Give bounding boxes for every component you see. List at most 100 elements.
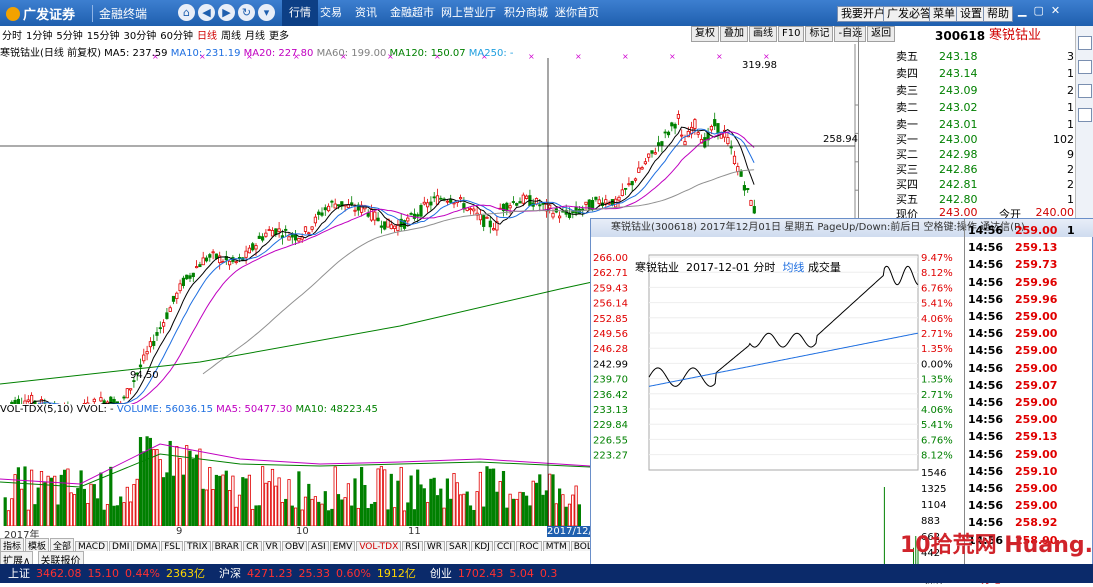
close-icon[interactable]: ✕: [1050, 4, 1061, 17]
bid-row[interactable]: 买二 242.98 9: [859, 146, 1074, 163]
minute-chart[interactable]: 266.00 9.47% 262.71 8.12% 259.43 6.76% 256.14 5…: [591, 237, 964, 584]
indicator-4[interactable]: DMI: [109, 541, 133, 551]
indicator-3[interactable]: MACD: [75, 541, 109, 551]
indicator-12[interactable]: ASI: [308, 541, 329, 551]
candle-body: [277, 228, 281, 232]
toolbar-button-4[interactable]: 标记: [805, 26, 834, 42]
indicator-16[interactable]: WR: [423, 541, 446, 551]
indicator-21[interactable]: MTM: [542, 541, 570, 551]
side-tool-icon[interactable]: [1078, 108, 1092, 122]
indicator-22[interactable]: BOLL: [570, 541, 590, 551]
menu-button[interactable]: 菜单: [929, 6, 959, 22]
volume-bar: [445, 478, 450, 527]
volume-bar: [498, 481, 502, 527]
minimize-icon[interactable]: ▁: [1018, 4, 1027, 17]
side-tool-icon[interactable]: [1078, 60, 1092, 74]
toolbar-button-0[interactable]: 复权: [691, 26, 719, 42]
indicator-9[interactable]: CR: [243, 541, 262, 551]
period-2[interactable]: 5分钟: [56, 31, 83, 42]
indicator-15[interactable]: RSI: [402, 541, 423, 551]
candle-body: [729, 146, 733, 149]
period-4[interactable]: 30分钟: [123, 31, 157, 42]
indicator-5[interactable]: DMA: [133, 541, 161, 551]
ask-row[interactable]: 卖四 243.14 1: [859, 65, 1074, 82]
ask-price: 243.01: [939, 118, 978, 131]
tab-jinrong[interactable]: 金融超市: [390, 6, 434, 19]
maximize-icon[interactable]: ▢: [1033, 4, 1044, 17]
toolbar-button-1[interactable]: 叠加: [720, 26, 748, 42]
toolbar-button-6[interactable]: 返回: [867, 26, 896, 42]
indicator-0[interactable]: 指标: [0, 538, 25, 551]
candle-body: [633, 178, 638, 181]
period-9[interactable]: 更多: [268, 31, 289, 42]
minute-price-label: 252.85: [593, 314, 628, 325]
side-tool-icon[interactable]: [1078, 84, 1092, 98]
indicator-7[interactable]: TRIX: [184, 541, 211, 551]
tab-mini[interactable]: 迷你首页: [555, 6, 599, 19]
indicator-10[interactable]: VR: [262, 541, 282, 551]
back-icon[interactable]: ◀: [198, 4, 215, 21]
period-1[interactable]: 1分钟: [26, 31, 53, 42]
indicator-11[interactable]: OBV: [282, 541, 308, 551]
indicator-2[interactable]: 全部: [50, 538, 75, 551]
volume-chart[interactable]: [0, 404, 591, 527]
period-0[interactable]: 分时: [2, 31, 22, 42]
volume-bar: [99, 472, 103, 527]
ask-row[interactable]: 卖二 243.02 1: [859, 99, 1074, 116]
tick-time: 14:56: [968, 361, 1004, 375]
period-5[interactable]: 60分钟: [160, 31, 193, 42]
help-button[interactable]: 帮助: [983, 6, 1013, 22]
indicator-6[interactable]: FSL: [161, 541, 183, 551]
forward-icon[interactable]: ▶: [218, 4, 235, 21]
candle-body: [208, 254, 212, 258]
tab-jiaoyi[interactable]: 交易: [320, 6, 342, 19]
indicator-8[interactable]: BRAR: [211, 541, 243, 551]
tab-wangshang[interactable]: 网上营业厅: [441, 6, 496, 19]
candle-body: [683, 141, 687, 146]
side-tool-icon[interactable]: [1078, 36, 1092, 50]
period-6[interactable]: 日线: [196, 31, 217, 42]
volume-legend: VOL-TDX(5,10) VVOL: - VOLUME: 56036.15 M…: [0, 404, 580, 418]
toolbar-button-2[interactable]: 画线: [749, 26, 777, 42]
tab-jifen[interactable]: 积分商城: [504, 6, 548, 19]
tab-zixun[interactable]: 资讯: [355, 6, 377, 19]
candle-body: [165, 312, 169, 319]
refresh-icon[interactable]: ↻: [238, 4, 255, 21]
indicator-1[interactable]: 模板: [25, 538, 50, 551]
ask-row[interactable]: 卖五 243.18 3: [859, 48, 1074, 65]
menu-arrow-icon[interactable]: ▾: [258, 4, 275, 21]
tick-time: 14:56: [968, 258, 1004, 272]
candle-body: [171, 295, 176, 302]
candle-body: [445, 200, 450, 203]
bid-row[interactable]: 买一 243.00 102: [859, 131, 1074, 148]
bid-row[interactable]: 买三 242.86 2: [859, 161, 1074, 178]
candle-body: [663, 131, 667, 134]
ask-row[interactable]: 卖三 243.09 2: [859, 82, 1074, 99]
indicator-19[interactable]: CCI: [493, 541, 516, 551]
bid-row[interactable]: 买四 242.81 2: [859, 176, 1074, 193]
indicator-20[interactable]: ROC: [516, 541, 542, 551]
period-8[interactable]: 月线: [244, 31, 265, 42]
minute-chart-popup[interactable]: 寒锐钴业(300618) 2017年12月01日 星期五 PageUp/Down…: [590, 218, 1093, 586]
indicator-14[interactable]: VOL-TDX: [356, 541, 402, 551]
toolbar-button-3[interactable]: F10: [778, 26, 805, 42]
period-7[interactable]: 周线: [220, 31, 241, 42]
period-3[interactable]: 15分钟: [86, 31, 120, 42]
ask-row[interactable]: 卖一 243.01 1: [859, 116, 1074, 133]
settings-button[interactable]: 设置: [956, 6, 986, 22]
faq-button[interactable]: 广发必答: [883, 6, 935, 22]
indicator-18[interactable]: KDJ: [471, 541, 493, 551]
home-icon[interactable]: ⌂: [178, 4, 195, 21]
bid-row[interactable]: 买五 242.80 1: [859, 191, 1074, 208]
candle-body: [158, 327, 162, 330]
indicator-17[interactable]: SAR: [446, 541, 471, 551]
candle-body: [115, 401, 119, 404]
open-account-button[interactable]: 我要开户: [837, 6, 889, 22]
tick-time: 14:56: [968, 396, 1004, 409]
index-amount: 2363亿: [165, 567, 205, 580]
event-marker: ×: [528, 52, 535, 61]
tab-hangqing[interactable]: 行情: [282, 0, 318, 26]
indicator-13[interactable]: EMV: [329, 541, 356, 551]
minute-subtitle: 寒锐钴业 2017-12-01 分时 均线 成交量: [635, 259, 841, 275]
popup-titlebar[interactable]: 寒锐钴业(300618) 2017年12月01日 星期五 PageUp/Down…: [591, 219, 1093, 237]
